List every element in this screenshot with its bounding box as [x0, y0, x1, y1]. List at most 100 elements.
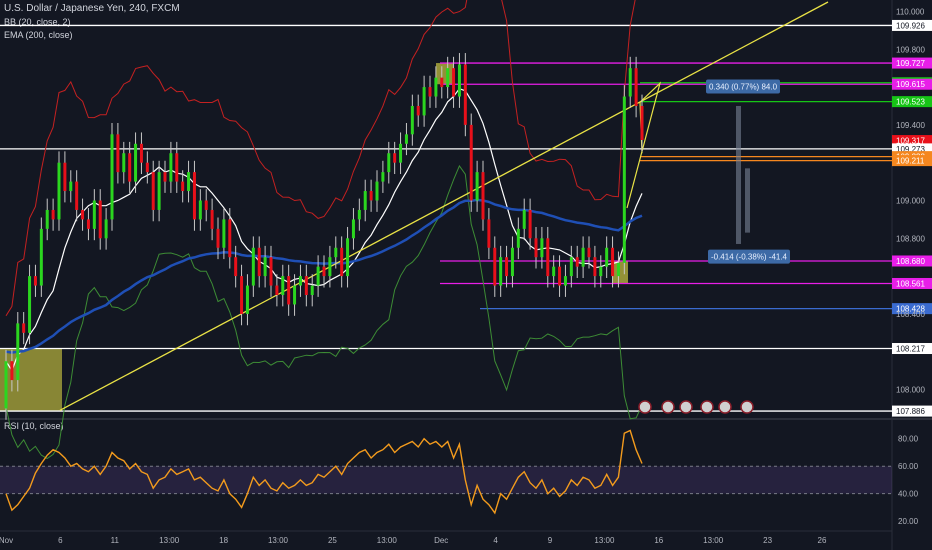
price-tag-bg: [892, 57, 932, 69]
rsi-tick-label: 60.00: [898, 462, 919, 471]
candle-body: [187, 172, 191, 192]
range-label-box-1: [706, 79, 780, 94]
event-flag-icon: [679, 400, 693, 414]
rsi-line: [5, 429, 643, 515]
price-tag-bg: [892, 143, 932, 155]
chart-title: U.S. Dollar / Japanese Yen, 240, FXCM: [4, 3, 180, 14]
candle-body: [493, 247, 497, 286]
candle-body: [563, 276, 567, 286]
candle-body: [104, 219, 108, 239]
candle-body: [157, 172, 161, 210]
range-bar-1: [736, 105, 741, 244]
candle-body: [487, 219, 491, 248]
rsi-tick-label: 80.00: [898, 435, 919, 444]
zone-box-left: [0, 348, 62, 412]
candle-body: [381, 172, 385, 182]
event-flag-icon: [661, 400, 675, 414]
candle-body: [122, 153, 126, 173]
rsi-indicator-label[interactable]: RSI (10, close): [4, 421, 64, 431]
price-tag-bg: [892, 277, 932, 289]
price-tag-bg: [892, 78, 932, 90]
candle-body: [210, 209, 214, 229]
candle-body: [304, 276, 308, 296]
bb-indicator-label[interactable]: BB (20, close, 2): [4, 17, 71, 27]
candle-body: [499, 257, 503, 286]
time-tick-label: 13:00: [703, 536, 724, 545]
candle-body: [81, 209, 85, 220]
candle-body: [139, 143, 143, 163]
candle-body: [251, 247, 255, 286]
candle-body: [457, 64, 461, 97]
zone-box-top: [436, 63, 454, 85]
ema-indicator-label[interactable]: EMA (200, close): [4, 30, 73, 40]
candle-body: [428, 87, 432, 97]
candle-body: [640, 105, 644, 140]
candle-body: [404, 134, 408, 144]
candle-body: [351, 219, 355, 239]
time-tick-label: 16: [654, 536, 663, 545]
candle-body: [534, 238, 538, 258]
time-tick-label: Dec: [434, 536, 448, 545]
price-tick-label: 107.886: [896, 407, 925, 416]
candle-body: [634, 68, 638, 106]
time-tick-label: 13:00: [159, 536, 180, 545]
candle-body: [434, 77, 438, 97]
candle-body: [552, 266, 556, 277]
candle-body: [546, 238, 550, 277]
zone-box-bottom: [612, 260, 628, 284]
price-tick-label: 108.800: [896, 234, 925, 243]
price-tag-bg: [892, 303, 932, 315]
candle-body: [310, 285, 314, 296]
candle-body: [86, 219, 90, 229]
price-tick-label: 108.561: [896, 279, 925, 288]
price-tick-label: 109.800: [896, 45, 925, 54]
candle-body: [611, 247, 615, 277]
candle-body: [281, 276, 285, 296]
candle-body: [357, 209, 361, 220]
candle-body: [145, 162, 149, 173]
price-tick-label: 108.400: [896, 310, 925, 319]
candle-body: [593, 257, 597, 277]
candle-body: [28, 276, 32, 333]
event-flag-icon: [638, 400, 652, 414]
price-tick-label: 109.727: [896, 59, 925, 68]
price-tick-label: 108.680: [896, 257, 925, 266]
time-tick-label: 11: [111, 536, 120, 545]
candle-body: [63, 162, 67, 192]
candle-body: [192, 172, 196, 220]
candle-body: [69, 181, 73, 192]
candle-body: [399, 143, 403, 163]
candle-body: [322, 266, 326, 277]
price-tick-label: 108.217: [896, 345, 925, 354]
time-tick-label: 13:00: [268, 536, 289, 545]
time-tick-label: 25: [328, 536, 337, 545]
candle-body: [558, 266, 562, 286]
candle-body: [369, 191, 373, 201]
range-label-1: 0.340 (0.77%) 84.0: [709, 83, 778, 92]
price-tick-label: 109.523: [896, 98, 925, 107]
candle-body: [298, 276, 302, 286]
candle-body: [440, 77, 444, 88]
candle-body: [422, 87, 426, 116]
event-flag-icon: [718, 400, 732, 414]
time-tick-label: Nov: [0, 536, 13, 545]
candle-body: [275, 285, 279, 296]
range-label-box-2: [708, 249, 790, 264]
candle-body: [169, 153, 173, 182]
time-tick-label: 18: [219, 536, 228, 545]
candle-body: [22, 323, 26, 333]
candle-body: [528, 209, 532, 239]
candle-body: [245, 285, 249, 314]
candle-body: [334, 247, 338, 258]
candle-body: [263, 257, 267, 277]
time-tick-label: 9: [548, 536, 553, 545]
time-tick-label: 6: [58, 536, 63, 545]
candle-body: [316, 266, 320, 286]
price-tick-label: 110.000: [896, 7, 925, 16]
price-tag-bg: [892, 255, 932, 267]
price-tag-bg: [892, 343, 932, 355]
candle-body: [163, 172, 167, 182]
event-flag-icon: [740, 400, 754, 414]
price-tick-label: 108.000: [896, 386, 925, 395]
